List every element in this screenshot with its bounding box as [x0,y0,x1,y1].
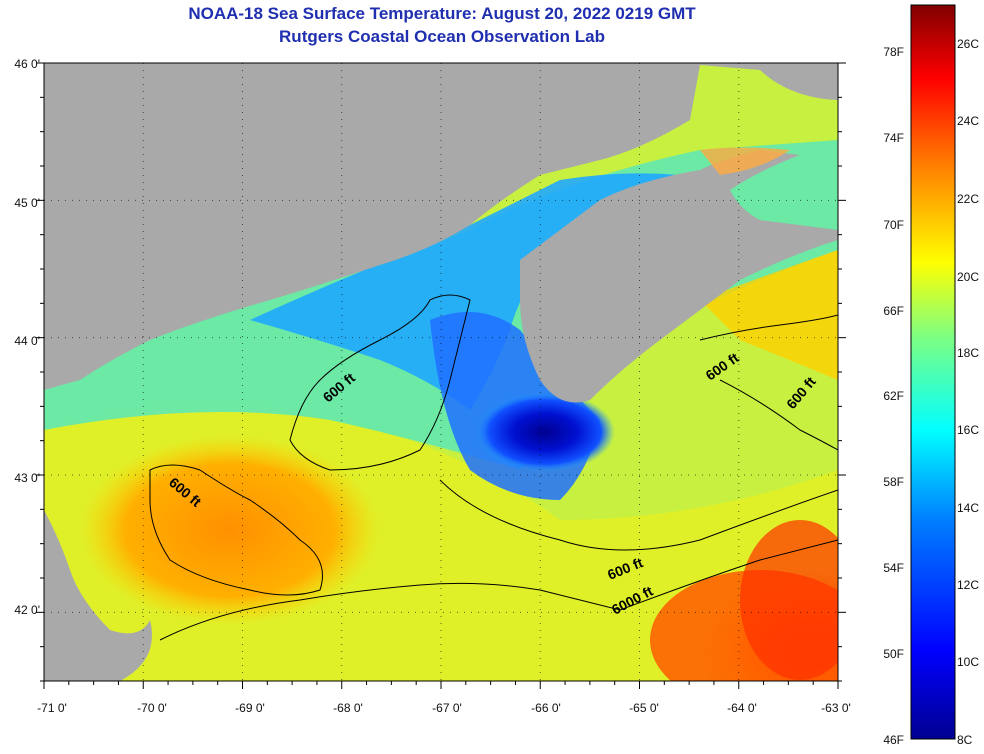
map-area [44,63,838,681]
lat-label: 42 0' [14,603,40,617]
cb-c-label: 20C [957,270,979,284]
cb-f-label: 58F [883,475,904,489]
colorbar-fahrenheit-labels: 78F 74F 70F 66F 62F 58F 54F 50F 46F [883,45,904,747]
lon-label: -71 0' [37,701,67,715]
lon-label: -65 0' [629,701,659,715]
map-title-line1: NOAA-18 Sea Surface Temperature: August … [188,4,696,23]
map-title-line2: Rutgers Coastal Ocean Observation Lab [279,27,605,46]
cb-f-label: 66F [883,304,904,318]
longitude-labels: -71 0' -70 0' -69 0' -68 0' -67 0' -66 0… [37,701,851,715]
lat-label: 43 0' [14,471,40,485]
colorbar [910,4,956,740]
lat-label: 45 0' [14,196,40,210]
land-cape-cod [44,510,152,681]
cb-c-label: 18C [957,346,979,360]
cb-f-label: 78F [883,45,904,59]
lon-label: -66 0' [531,701,561,715]
lon-label: -68 0' [333,701,363,715]
cb-c-label: 8C [957,733,973,747]
cold-upwelling-core [475,392,615,472]
lon-label: -63 0' [821,701,851,715]
cb-f-label: 70F [883,218,904,232]
lon-label: -64 0' [727,701,757,715]
cb-f-label: 46F [883,733,904,747]
latitude-labels: 46 0' 45 0' 44 0' 43 0' 42 0' [14,57,40,617]
cb-c-label: 24C [957,114,979,128]
bathymetry-contours [149,294,838,641]
cb-c-label: 16C [957,423,979,437]
cb-c-label: 22C [957,192,979,206]
cb-f-label: 54F [883,561,904,575]
colorbar-celsius-labels: 26C 24C 22C 20C 18C 16C 14C 12C 10C 8C [957,37,979,747]
lon-label: -69 0' [235,701,265,715]
axis-ticks [36,62,846,689]
cb-c-label: 14C [957,501,979,515]
cb-f-label: 50F [883,647,904,661]
cb-f-label: 62F [883,389,904,403]
lat-label: 44 0' [14,334,40,348]
lon-label: -70 0' [137,701,167,715]
lat-label: 46 0' [14,57,40,71]
land-nova-scotia [520,150,838,403]
cb-c-label: 10C [957,655,979,669]
warm-water-west [80,435,380,625]
cb-c-label: 26C [957,37,979,51]
lon-label: -67 0' [432,701,462,715]
land-mainland-north [44,63,838,390]
cb-c-label: 12C [957,578,979,592]
cb-f-label: 74F [883,131,904,145]
